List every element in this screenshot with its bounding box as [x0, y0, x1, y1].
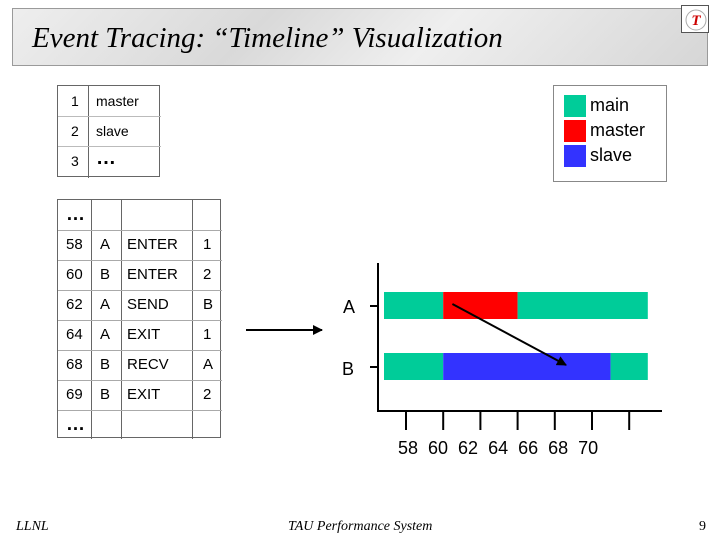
id-number: 3: [71, 153, 79, 169]
id-row: 1 master: [58, 86, 161, 116]
slide-title: Event Tracing: “Timeline” Visualization: [32, 22, 503, 54]
event-type: RECV: [127, 356, 169, 373]
row-divider: [58, 146, 161, 147]
event-type: EXIT: [127, 386, 161, 403]
timeline-segment-b-main: [610, 353, 648, 380]
message-arrow: [451, 303, 567, 366]
legend-label: master: [590, 120, 646, 140]
timeline-segment-b-main: [384, 353, 444, 380]
row-divider: [58, 116, 161, 117]
title-banner: [12, 8, 708, 66]
event-type: ENTER: [127, 266, 178, 283]
id-label: master: [96, 93, 139, 109]
event-arg: 1: [203, 326, 212, 343]
legend-label: slave: [590, 145, 633, 165]
event-arg: 2: [203, 386, 212, 403]
event-time: 62: [66, 296, 83, 313]
event-node: B: [100, 386, 111, 403]
event-node: A: [100, 326, 111, 343]
legend-label: main: [590, 95, 630, 115]
table-ellipsis: …: [66, 204, 85, 225]
event-node: B: [100, 266, 111, 283]
row-divider: [58, 230, 222, 231]
process-id-list: 1 master 2 slave 3 …: [57, 85, 161, 178]
event-time: 58: [66, 236, 83, 253]
row-label-a: A: [343, 297, 355, 317]
legend-swatch-master: [564, 120, 586, 142]
timeline-segment-a-master: [443, 292, 518, 319]
event-time: 64: [66, 326, 83, 343]
timeline-segment-a-main: [517, 292, 648, 319]
legend-swatch-main: [564, 95, 586, 117]
event-trace-table: … 58 A ENTER 1 60 B ENTER 2 62 A SEND B …: [57, 199, 222, 439]
id-row: 3 …: [58, 146, 161, 176]
event-type: EXIT: [127, 326, 161, 343]
id-number: 2: [71, 123, 79, 139]
row-divider: [58, 320, 222, 321]
row-label-b: B: [342, 359, 354, 379]
page-number: 9: [699, 519, 706, 534]
row-divider: [58, 260, 222, 261]
svg-text:T: T: [691, 13, 701, 29]
footer-title: TAU Performance System: [288, 519, 433, 534]
event-arg: 1: [203, 236, 212, 253]
footer-org: LLNL: [16, 519, 49, 534]
row-divider: [58, 410, 222, 411]
event-arg: A: [203, 356, 214, 373]
column-divider: [88, 86, 89, 178]
row-divider: [58, 350, 222, 351]
table-ellipsis: …: [66, 414, 85, 435]
event-node: A: [100, 236, 111, 253]
event-time: 68: [66, 356, 83, 373]
id-row: 2 slave: [58, 116, 161, 146]
event-type: SEND: [127, 296, 169, 313]
row-divider: [58, 380, 222, 381]
event-node: B: [100, 356, 111, 373]
column-divider: [91, 200, 92, 439]
x-tick-labels: 58 60 62 64 66 68 70: [398, 438, 598, 458]
event-arg: B: [203, 296, 214, 313]
id-label: …: [96, 147, 116, 169]
event-time: 69: [66, 386, 83, 403]
row-divider: [58, 290, 222, 291]
column-divider: [192, 200, 193, 439]
timeline-segment-a-main: [384, 292, 444, 319]
id-number: 1: [71, 93, 79, 109]
id-label: slave: [96, 123, 129, 139]
event-node: A: [100, 296, 111, 313]
logo-icon: T: [681, 5, 709, 33]
column-divider: [121, 200, 122, 439]
event-type: ENTER: [127, 236, 178, 253]
state-legend: main master slave: [553, 85, 667, 182]
event-arg: 2: [203, 266, 212, 283]
legend-swatch-slave: [564, 145, 586, 167]
timeline-segment-b-slave: [443, 353, 611, 380]
event-time: 60: [66, 266, 83, 283]
